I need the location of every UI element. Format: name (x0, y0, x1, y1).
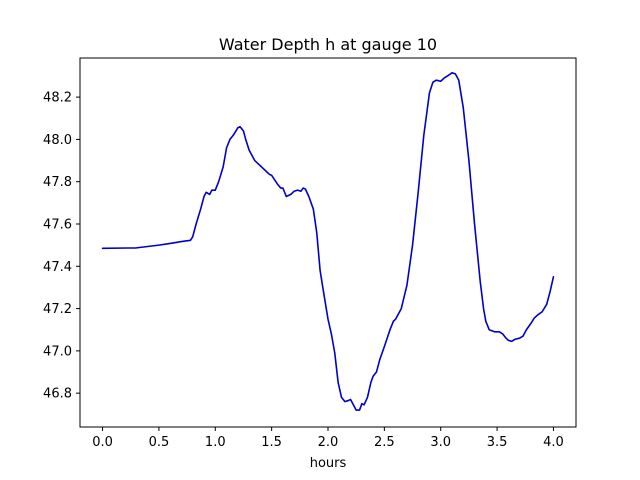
x-tick-label: 4.0 (543, 435, 564, 450)
plot-area (101, 72, 555, 411)
y-tick-label: 48.0 (43, 133, 72, 148)
x-tick-label: 1.5 (261, 435, 282, 450)
x-tick-label: 2.0 (318, 435, 339, 450)
x-axis: 0.0 0.5 1.0 1.5 2.0 2.5 3.0 3.5 4.0 (92, 427, 564, 450)
y-tick-label: 47.2 (43, 302, 72, 317)
series-line (101, 72, 555, 411)
chart-title: Water Depth h at gauge 10 (219, 35, 437, 54)
x-axis-label: hours (310, 456, 347, 471)
x-tick-label: 3.0 (430, 435, 451, 450)
y-axis: 46.8 47.0 47.2 47.4 47.6 47.8 48.0 48.2 (43, 91, 80, 402)
y-tick-label: 47.0 (43, 344, 72, 359)
x-tick-label: 0.5 (149, 435, 170, 450)
x-tick-label: 1.0 (205, 435, 226, 450)
x-tick-label: 3.5 (487, 435, 508, 450)
plot-frame (79, 57, 577, 428)
y-tick-label: 48.2 (43, 91, 72, 106)
x-tick-label: 0.0 (92, 435, 113, 450)
y-tick-label: 47.4 (43, 260, 72, 275)
y-tick-label: 47.8 (43, 175, 72, 190)
y-tick-label: 47.6 (43, 217, 72, 232)
x-tick-label: 2.5 (374, 435, 395, 450)
y-tick-label: 46.8 (43, 387, 72, 402)
